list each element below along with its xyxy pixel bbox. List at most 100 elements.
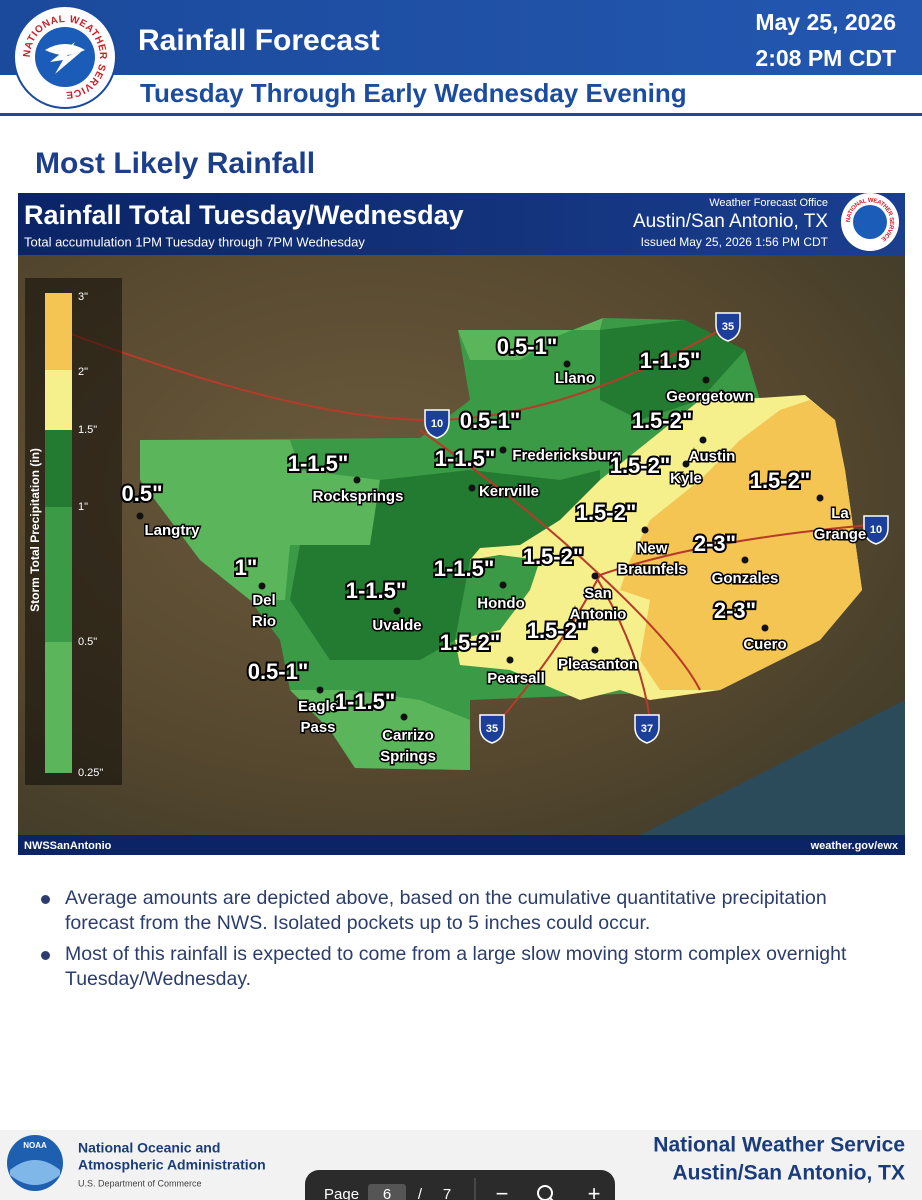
- city-dot: [136, 512, 144, 520]
- city-dot: [499, 446, 507, 454]
- highway-number: 10: [431, 418, 443, 430]
- city-dot: [699, 436, 707, 444]
- highway-shield: [863, 515, 889, 545]
- page-number: 6: [383, 1186, 391, 1200]
- page-separator: /: [418, 1186, 423, 1200]
- header-time: 2:08 PM CDT: [755, 45, 896, 71]
- legend-swatch: [45, 293, 72, 370]
- zoom-out[interactable]: −: [496, 1181, 509, 1200]
- city-dot: [400, 713, 408, 721]
- zoom-icon[interactable]: [537, 1185, 556, 1200]
- rain-amount: 1.5-2": [632, 408, 693, 433]
- city-dot: [591, 572, 599, 580]
- rain-amount: 1-1.5": [346, 578, 407, 603]
- noaa-logo-wave: [10, 1160, 60, 1185]
- city-label: New: [637, 540, 668, 557]
- footer-department: U.S. Department of Commerce: [78, 1178, 202, 1188]
- footer-agency: Atmospheric Administration: [78, 1157, 266, 1173]
- city-label: La: [831, 505, 849, 522]
- city-label: Pass: [300, 719, 335, 736]
- map-header: [18, 193, 905, 255]
- map-office: Weather Forecast Office: [709, 197, 828, 209]
- city-label: Pleasanton: [558, 656, 638, 673]
- city-label: Austin: [689, 448, 736, 465]
- legend-title: Storm Total Precipitation (in): [28, 448, 42, 612]
- orange-zone: [620, 400, 862, 690]
- legend-panel: [25, 278, 122, 785]
- legend-tick: 1": [78, 501, 88, 513]
- bullet-text: Average amounts are depicted above, base…: [65, 887, 827, 934]
- rain-amount: 1.5-2": [610, 453, 671, 478]
- map-logo-center: [853, 205, 887, 239]
- city-label: Grange: [814, 526, 867, 543]
- legend-swatch: [45, 507, 72, 642]
- city-label: Kyle: [670, 470, 702, 487]
- footer-office: National Weather Service: [653, 1134, 905, 1157]
- legend-tick: 2": [78, 366, 88, 378]
- rain-amount: 1.5-2": [440, 630, 501, 655]
- gulf: [640, 700, 905, 835]
- city-label: Pearsall: [487, 670, 545, 687]
- city-label: Del: [252, 592, 275, 609]
- city-label: Carrizo: [382, 727, 434, 744]
- city-dot: [761, 624, 769, 632]
- header-rule: [0, 113, 922, 116]
- logo-bolt: [45, 42, 85, 74]
- page-input[interactable]: [368, 1184, 406, 1200]
- rain-amount: 0.5-1": [248, 659, 309, 684]
- city-dot: [591, 646, 599, 654]
- map-office-location: Austin/San Antonio, TX: [633, 211, 828, 232]
- light-green-zone: [140, 318, 603, 770]
- city-label: Eagle: [298, 698, 338, 715]
- city-label: San: [584, 585, 612, 602]
- city-label: Langtry: [144, 522, 200, 539]
- bullet: Most of this rainfall is expected to com…: [41, 942, 900, 992]
- map-subtitle: Total accumulation 1PM Tuesday through 7…: [24, 234, 365, 249]
- map-credit-right: weather.gov/ewx: [810, 840, 899, 852]
- rain-amount: 1-1.5": [335, 689, 396, 714]
- highway-shield: [424, 409, 450, 439]
- rain-amount: 1-1.5": [434, 556, 495, 581]
- city-label: Hondo: [477, 595, 524, 612]
- zoom-in[interactable]: +: [588, 1181, 601, 1200]
- city-label: Gonzales: [712, 570, 779, 587]
- city-label: Antonio: [570, 606, 627, 623]
- rain-amount: 1": [235, 555, 258, 580]
- bullet-text: Most of this rainfall is expected to com…: [65, 943, 847, 990]
- legend-tick: 0.25": [78, 767, 103, 779]
- highway-number: 37: [641, 723, 653, 735]
- rain-amount: 1-1.5": [288, 451, 349, 476]
- city-label: Braunfels: [617, 561, 686, 578]
- legend-swatch: [45, 642, 72, 773]
- city-dot: [641, 526, 649, 534]
- legend-swatch: [45, 370, 72, 430]
- city-dot: [702, 376, 710, 384]
- bullet: Average amounts are depicted above, base…: [41, 886, 900, 936]
- section-title: Most Likely Rainfall: [35, 147, 315, 180]
- legend-tick: 3": [78, 291, 88, 303]
- city-dot: [682, 460, 690, 468]
- noaa-logo-text: NOAA: [23, 1141, 47, 1150]
- city-label: Fredericksburg: [512, 447, 621, 464]
- city-dot: [258, 582, 266, 590]
- rain-amount: 1.5-2": [576, 500, 637, 525]
- map-title: Rainfall Total Tuesday/Wednesday: [24, 200, 464, 230]
- map-labels: 3" 2" 1.5" 1" 0.5" 0.25" Storm Total Precipita…: [28, 291, 889, 779]
- city-dot: [741, 556, 749, 564]
- rain-amount: 0.5": [121, 481, 162, 506]
- header-subtitle: Tuesday Through Early Wednesday Evening: [140, 78, 687, 108]
- highway-number: 10: [870, 524, 882, 536]
- city-dot: [506, 656, 514, 664]
- rain-amount: 2-3": [694, 531, 736, 556]
- rain-amount: 0.5-1": [460, 408, 521, 433]
- city-label: Uvalde: [372, 617, 421, 634]
- city-dot: [563, 360, 571, 368]
- highway-number: 35: [722, 321, 734, 333]
- dark-green-zone: [290, 320, 745, 660]
- city-label: Rocksprings: [313, 488, 404, 505]
- rain-amount: 0.5-1": [497, 334, 558, 359]
- header-title: Rainfall Forecast: [138, 24, 380, 57]
- highway-shield: [634, 714, 660, 744]
- city-dot: [499, 581, 507, 589]
